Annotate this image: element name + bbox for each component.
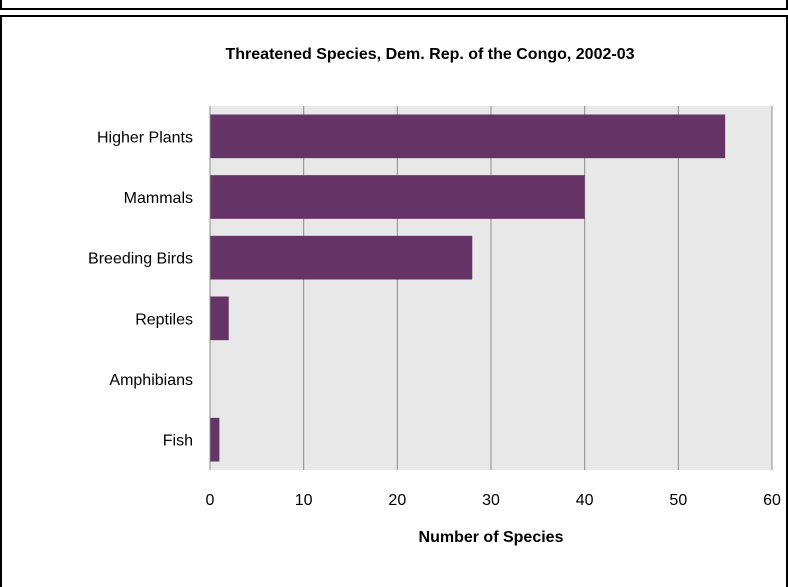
y-category-label: Breeding Birds (88, 251, 193, 268)
x-tick-label: 10 (295, 492, 313, 509)
x-tick-label: 0 (206, 492, 215, 509)
top-frame (0, 0, 788, 10)
x-tick-label: 20 (388, 492, 406, 509)
bar-higher-plants (210, 114, 726, 159)
y-category-label: Mammals (124, 190, 193, 207)
chart-title: Threatened Species, Dem. Rep. of the Con… (226, 46, 635, 63)
bar-reptiles (210, 296, 229, 341)
x-tick-label: 30 (482, 492, 500, 509)
y-category-label: Higher Plants (97, 129, 193, 146)
y-category-label: Reptiles (135, 311, 193, 328)
x-axis-title: Number of Species (419, 529, 564, 546)
bar-mammals (210, 175, 585, 219)
x-tick-label: 40 (576, 492, 594, 509)
x-tick-label: 50 (669, 492, 687, 509)
y-category-label: Amphibians (109, 372, 193, 389)
bar-breeding-birds (210, 235, 473, 280)
y-category-label: Fish (163, 433, 193, 450)
x-tick-label: 60 (763, 492, 781, 509)
bar-fish (210, 417, 220, 462)
